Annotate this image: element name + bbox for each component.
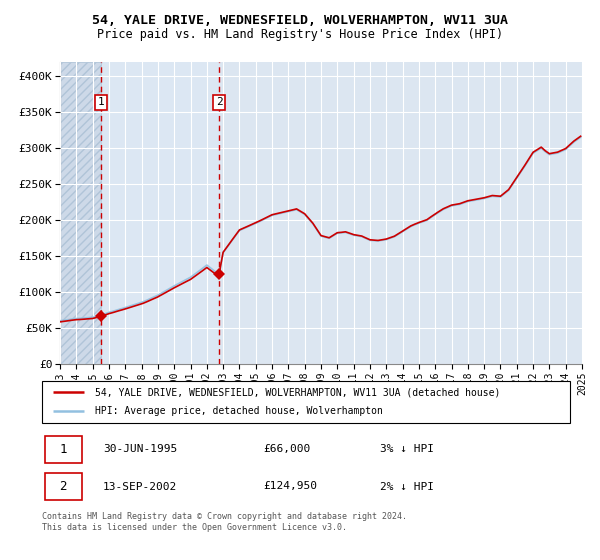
- Text: 1: 1: [97, 97, 104, 108]
- Text: Contains HM Land Registry data © Crown copyright and database right 2024.
This d: Contains HM Land Registry data © Crown c…: [42, 512, 407, 532]
- Text: 2% ↓ HPI: 2% ↓ HPI: [380, 482, 434, 492]
- Bar: [60, 62, 101, 364]
- Bar: [44, 473, 82, 500]
- Text: HPI: Average price, detached house, Wolverhampton: HPI: Average price, detached house, Wolv…: [95, 407, 383, 417]
- Text: 3% ↓ HPI: 3% ↓ HPI: [380, 445, 434, 454]
- Bar: [44, 436, 82, 463]
- FancyBboxPatch shape: [42, 381, 570, 423]
- Text: 13-SEP-2002: 13-SEP-2002: [103, 482, 177, 492]
- Text: £66,000: £66,000: [264, 445, 311, 454]
- Bar: [60, 62, 101, 364]
- Text: 1: 1: [59, 443, 67, 456]
- Text: 30-JUN-1995: 30-JUN-1995: [103, 445, 177, 454]
- Text: 54, YALE DRIVE, WEDNESFIELD, WOLVERHAMPTON, WV11 3UA (detached house): 54, YALE DRIVE, WEDNESFIELD, WOLVERHAMPT…: [95, 387, 500, 397]
- Text: 2: 2: [59, 480, 67, 493]
- Text: Price paid vs. HM Land Registry's House Price Index (HPI): Price paid vs. HM Land Registry's House …: [97, 28, 503, 41]
- Text: 54, YALE DRIVE, WEDNESFIELD, WOLVERHAMPTON, WV11 3UA: 54, YALE DRIVE, WEDNESFIELD, WOLVERHAMPT…: [92, 14, 508, 27]
- Text: £124,950: £124,950: [264, 482, 318, 492]
- Text: 2: 2: [215, 97, 223, 108]
- Bar: [101, 62, 219, 364]
